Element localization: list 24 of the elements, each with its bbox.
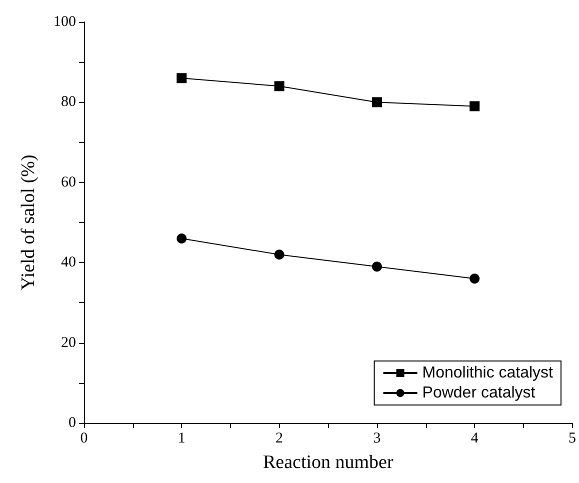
point <box>470 274 480 284</box>
y-tick-label: 20 <box>61 334 76 351</box>
y-tick-label: 80 <box>61 94 76 110</box>
legend-label: Powder catalyst <box>422 384 536 402</box>
y-axis-title: Yield of salol (%) <box>18 154 39 290</box>
point <box>372 97 382 108</box>
legend-label: Monolithic catalyst <box>422 364 554 382</box>
point <box>176 73 187 84</box>
x-tick-label: 4 <box>470 430 479 446</box>
y-tick-label: 40 <box>61 254 76 271</box>
x-tick-label: 0 <box>80 430 88 446</box>
y-tick-label: 60 <box>61 174 76 190</box>
point <box>372 262 382 272</box>
point <box>274 250 284 260</box>
y-tick-label: 100 <box>54 14 76 30</box>
point <box>274 81 284 92</box>
x-tick-label: 5 <box>568 430 576 446</box>
point <box>470 101 480 112</box>
x-tick-label: 3 <box>373 430 381 446</box>
x-tick-label: 2 <box>276 430 284 446</box>
x-tick-label: 1 <box>178 430 186 446</box>
x-axis-title: Reaction number <box>262 452 394 473</box>
y-tick-label: 0 <box>68 415 76 431</box>
point <box>176 234 187 244</box>
